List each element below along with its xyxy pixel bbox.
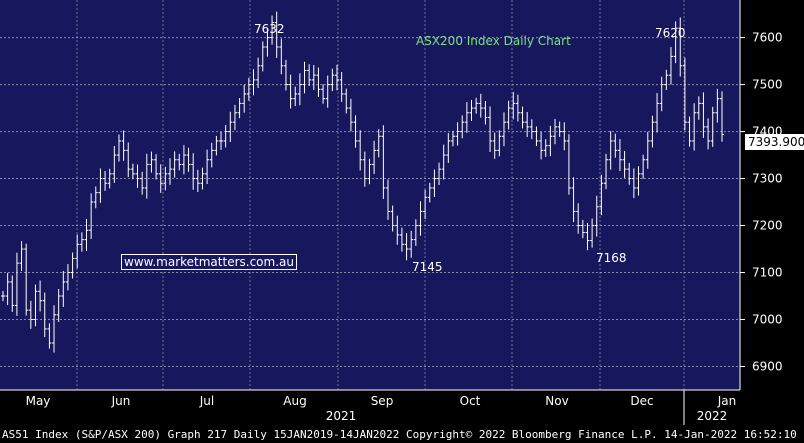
- x-month-label: May: [26, 394, 51, 408]
- annotation-low-sep: 7145: [412, 260, 443, 274]
- x-month-label: Jul: [199, 394, 214, 408]
- x-month-label: Dec: [630, 394, 653, 408]
- x-year-label: 2021: [326, 409, 357, 423]
- y-tick-label: 7300: [752, 172, 783, 186]
- x-month-label: Nov: [545, 394, 568, 408]
- y-tick-label: 7000: [752, 313, 783, 327]
- x-month-label: Sep: [371, 394, 394, 408]
- y-tick-label: 6900: [752, 360, 783, 374]
- plot-area: [0, 0, 740, 390]
- chart-title: ASX200 Index Daily Chart: [416, 34, 571, 48]
- annotation-high-dec: 7620: [655, 26, 686, 40]
- y-tick-label: 7200: [752, 219, 783, 233]
- x-month-label: Jun: [111, 394, 131, 408]
- footer-text: AS51 Index (S&P/ASX 200) Graph 217 Daily…: [2, 428, 797, 441]
- y-tick-label: 7600: [752, 31, 783, 45]
- x-year-label: 2022: [697, 409, 728, 423]
- x-month-label: Jan: [717, 394, 737, 408]
- annotation-high-aug: 7632: [254, 22, 285, 36]
- y-tick-label: 7500: [752, 78, 783, 92]
- annotation-low-dec: 7168: [596, 251, 627, 265]
- y-tick-label: 7100: [752, 266, 783, 280]
- x-month-label: Aug: [283, 394, 306, 408]
- x-month-label: Oct: [460, 394, 481, 408]
- watermark-link[interactable]: www.marketmatters.com.au: [121, 254, 297, 270]
- last-price-badge: 7393.900: [745, 134, 804, 150]
